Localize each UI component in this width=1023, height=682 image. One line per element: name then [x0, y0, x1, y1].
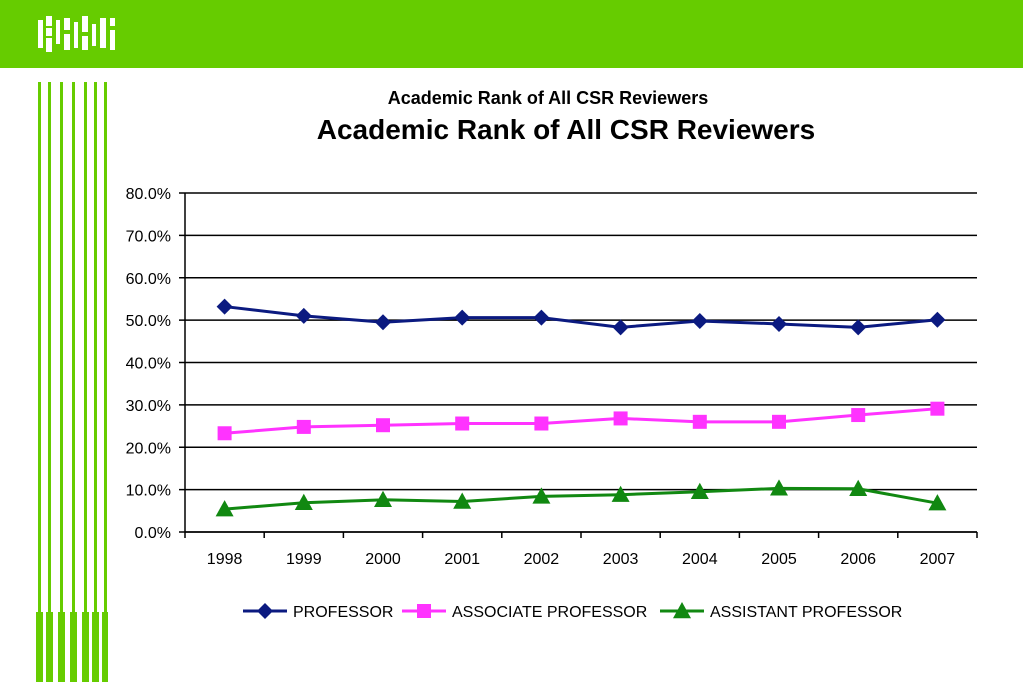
data-point — [296, 419, 311, 434]
header-bar — [0, 0, 1023, 68]
data-point — [850, 319, 867, 336]
data-point — [295, 307, 312, 324]
x-tick-label: 1999 — [286, 551, 322, 568]
chart-title: Academic Rank of All CSR Reviewers — [316, 114, 816, 145]
data-point — [692, 414, 707, 429]
data-point — [929, 311, 946, 328]
legend-marker — [417, 604, 431, 618]
data-point — [216, 298, 233, 315]
data-point — [611, 485, 630, 502]
legend-marker — [673, 602, 691, 619]
series-line-1 — [224, 407, 938, 435]
data-point — [928, 494, 947, 511]
series-line-2 — [224, 486, 938, 511]
data-point — [851, 408, 866, 423]
y-tick-label: 40.0% — [126, 356, 171, 373]
y-tick-label: 30.0% — [126, 398, 171, 415]
data-point — [771, 315, 787, 332]
x-tick-label: 2007 — [920, 551, 956, 568]
data-point — [217, 426, 232, 441]
x-tick-label: 2005 — [761, 551, 797, 568]
csr-logo — [38, 16, 115, 52]
x-tick-label: 2001 — [444, 551, 480, 568]
legend-label: ASSOCIATE PROFESSOR — [452, 604, 647, 621]
x-tick-label: 1998 — [207, 551, 243, 568]
data-point — [376, 418, 390, 433]
x-tick-label: 2002 — [524, 551, 560, 568]
series-line-0 — [224, 305, 938, 329]
data-point — [691, 312, 708, 329]
data-point — [532, 487, 551, 504]
y-tick-label: 0.0% — [135, 525, 171, 542]
y-tick-label: 50.0% — [126, 313, 171, 330]
data-point — [613, 411, 628, 426]
y-tick-label: 10.0% — [126, 483, 171, 500]
x-tick-label: 2000 — [365, 551, 401, 568]
data-point — [455, 416, 470, 431]
chart-subtitle: Academic Rank of All CSR Reviewers — [387, 88, 709, 108]
y-tick-label: 60.0% — [126, 271, 171, 288]
data-point — [533, 309, 550, 326]
data-point — [772, 414, 786, 429]
legend-marker — [257, 603, 273, 619]
data-point — [612, 319, 629, 336]
data-point — [215, 500, 234, 517]
data-point — [534, 416, 549, 431]
y-tick-label: 70.0% — [126, 228, 171, 245]
y-tick-label: 80.0% — [126, 186, 171, 203]
y-tick-label: 20.0% — [126, 440, 171, 457]
data-point — [849, 479, 868, 496]
x-tick-label: 2006 — [840, 551, 876, 568]
data-point — [690, 482, 709, 499]
legend-label: ASSISTANT PROFESSOR — [710, 604, 902, 621]
decorative-stripes — [36, 82, 108, 682]
data-point — [930, 401, 945, 416]
data-point — [374, 490, 392, 507]
x-tick-label: 2004 — [682, 551, 718, 568]
data-point — [454, 309, 471, 326]
data-point — [770, 479, 788, 496]
data-point — [294, 493, 313, 510]
data-point — [375, 314, 391, 331]
data-point — [453, 492, 472, 509]
x-tick-label: 2003 — [603, 551, 639, 568]
legend-label: PROFESSOR — [293, 604, 393, 621]
